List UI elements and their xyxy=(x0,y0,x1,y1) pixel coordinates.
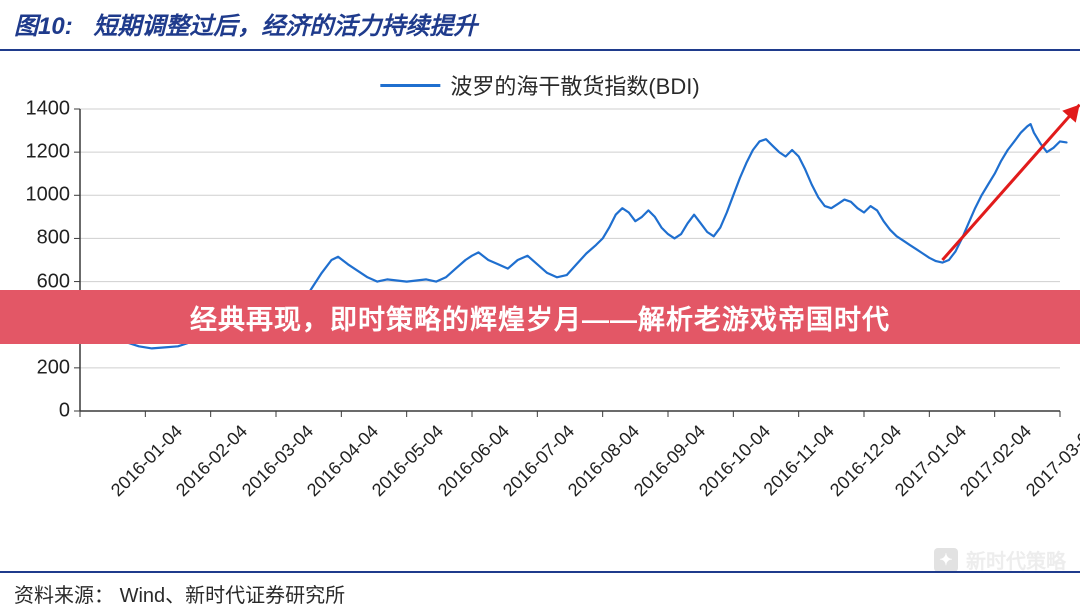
y-axis-tick: 200 xyxy=(37,356,70,379)
source-value: Wind、新时代证券研究所 xyxy=(120,585,346,607)
y-axis-tick: 800 xyxy=(37,227,70,250)
wechat-icon: ✦ xyxy=(934,548,958,572)
overlay-text: 经典再现，即时策略的辉煌岁月——解析老游戏帝国时代 xyxy=(190,298,890,337)
y-axis-tick: 0 xyxy=(59,400,70,423)
overlay-banner: 经典再现，即时策略的辉煌岁月——解析老游戏帝国时代 xyxy=(0,290,1080,344)
y-axis-tick: 1000 xyxy=(26,184,71,207)
source-line: 资料来源： Wind、新时代证券研究所 xyxy=(0,571,1080,608)
y-axis-tick: 1200 xyxy=(26,141,71,164)
y-axis-tick: 1400 xyxy=(26,98,71,121)
figure-title-text: 短期调整过后，经济的活力持续提升 xyxy=(93,13,477,40)
figure-number: 图10: xyxy=(14,13,73,40)
source-label: 资料来源： xyxy=(14,585,114,607)
watermark-text: 新时代策略 xyxy=(966,545,1066,574)
watermark: ✦ 新时代策略 xyxy=(934,545,1066,574)
figure-title: 图10: 短期调整过后，经济的活力持续提升 xyxy=(0,0,1080,51)
